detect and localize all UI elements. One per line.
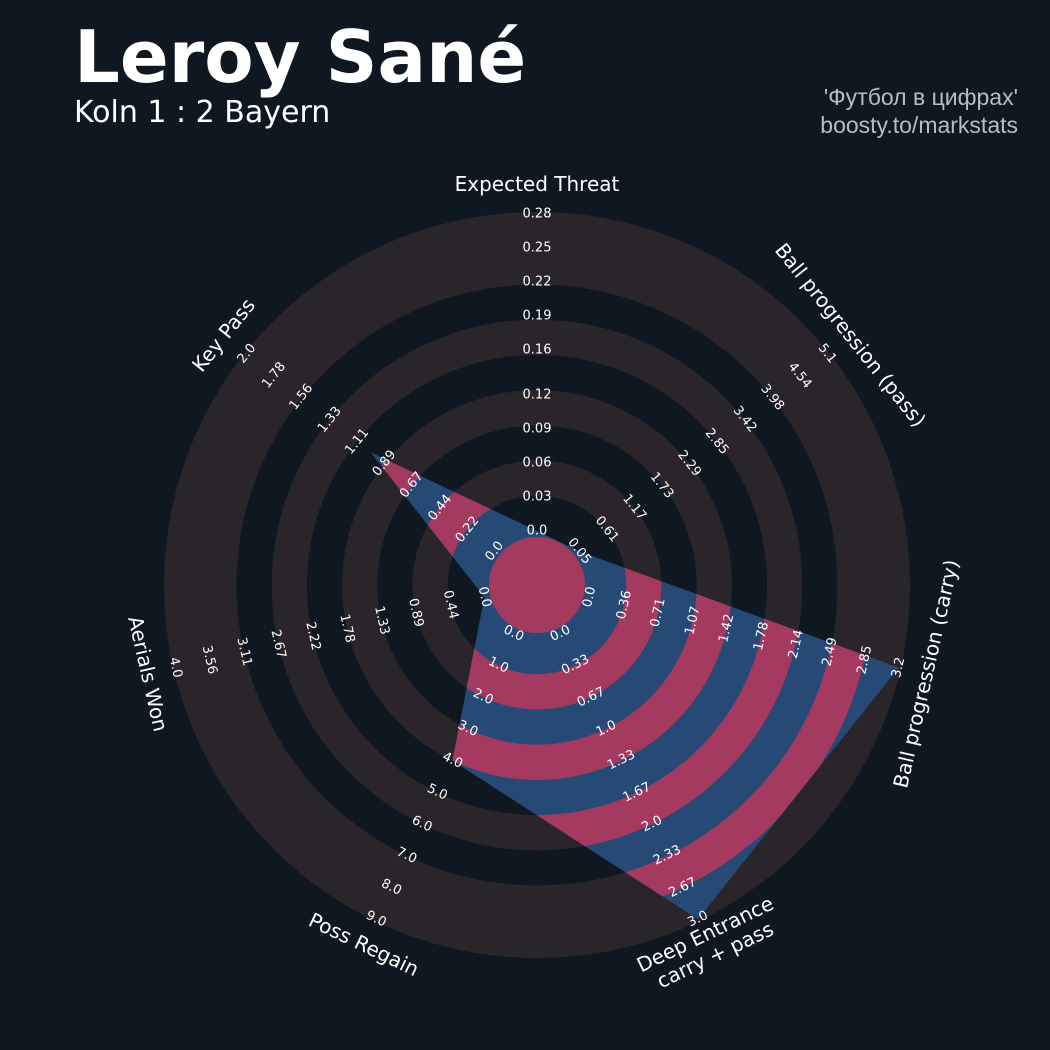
credit: boosty.to/markstats bbox=[820, 112, 1018, 138]
tick-label: 0.28 bbox=[523, 207, 552, 222]
tick-label: 1.78 bbox=[751, 620, 772, 652]
axis-label: Expected Threat bbox=[455, 172, 620, 196]
tick-label: 0.16 bbox=[523, 342, 552, 357]
tick-label: 1.07 bbox=[682, 605, 703, 637]
tick-label: 0.36 bbox=[614, 589, 635, 621]
tick-label: 0.06 bbox=[523, 456, 552, 471]
tick-label: 0.0 bbox=[475, 585, 494, 609]
tick-label: 0.09 bbox=[523, 422, 552, 437]
tick-label: 0.0 bbox=[580, 585, 599, 609]
axis-label-line: Expected Threat bbox=[455, 172, 620, 196]
tick-label: 2.22 bbox=[302, 620, 323, 652]
tick-label: 3.11 bbox=[234, 636, 255, 668]
tick-label: 4.0 bbox=[166, 656, 185, 680]
inner-rings bbox=[370, 452, 873, 920]
tick-label: 1.78 bbox=[336, 613, 357, 645]
tick-label: 3.2 bbox=[889, 656, 908, 680]
tick-label: 0.44 bbox=[440, 589, 461, 621]
tick-label: 2.49 bbox=[820, 636, 841, 668]
tick-label: 0.0 bbox=[527, 524, 548, 539]
tick-label: 1.33 bbox=[371, 605, 392, 637]
tick-label: 2.85 bbox=[854, 644, 875, 676]
tick-label: 0.25 bbox=[523, 240, 552, 255]
tick-label: 0.89 bbox=[405, 597, 426, 629]
tick-label: 0.03 bbox=[523, 490, 552, 505]
tick-label: 0.19 bbox=[523, 308, 552, 323]
title: Leroy Sané bbox=[74, 15, 526, 99]
credit: 'Футбол в цифрах' bbox=[824, 84, 1018, 110]
tick-label: 0.71 bbox=[648, 597, 669, 629]
tick-label: 3.56 bbox=[199, 644, 220, 676]
tick-label: 1.42 bbox=[716, 613, 737, 645]
tick-label: 2.67 bbox=[268, 628, 289, 660]
tick-label: 0.12 bbox=[523, 388, 552, 403]
inner-ring bbox=[489, 537, 585, 633]
tick-label: 0.22 bbox=[523, 274, 552, 289]
tick-label: 2.14 bbox=[786, 628, 807, 660]
subtitle: Koln 1 : 2 Bayern bbox=[74, 95, 330, 130]
